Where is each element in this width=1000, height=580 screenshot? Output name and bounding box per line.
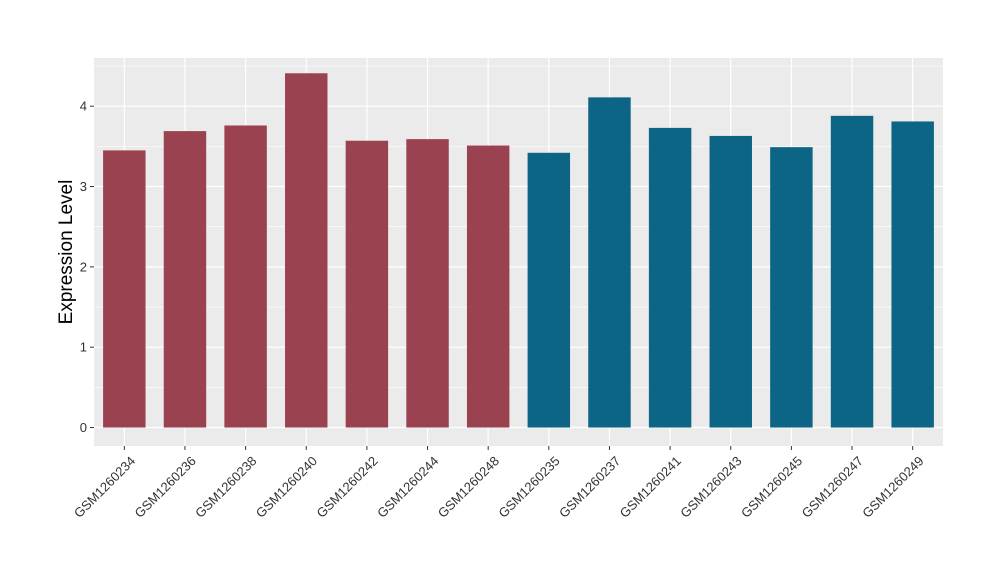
bar-GSM1260242	[345, 140, 389, 428]
bar-GSM1260249	[891, 121, 934, 428]
bar-GSM1260245	[770, 147, 813, 428]
bar-GSM1260241	[648, 127, 692, 428]
y-tick-label: 4	[80, 99, 87, 114]
x-tick-label: GSM1260236	[132, 453, 199, 520]
bar-GSM1260237	[588, 97, 631, 428]
x-tick-label: GSM1260242	[313, 453, 380, 520]
bar-GSM1260247	[830, 115, 874, 428]
plot-panel	[94, 58, 943, 446]
y-axis: 0 1 2 3 4	[80, 99, 94, 435]
x-tick-label: GSM1260234	[71, 453, 138, 520]
bar-GSM1260238	[224, 125, 267, 428]
x-tick-label: GSM1260235	[495, 453, 562, 520]
x-tick-label: GSM1260249	[859, 453, 926, 520]
x-tick-label: GSM1260237	[556, 453, 623, 520]
x-tick-label: GSM1260247	[799, 453, 866, 520]
bar-GSM1260243	[709, 135, 752, 428]
x-tick-label: GSM1260244	[374, 453, 441, 520]
bar-GSM1260244	[406, 139, 449, 428]
y-axis-title: Expression Level	[56, 180, 77, 325]
x-tick-label: GSM1260238	[192, 453, 259, 520]
bar-GSM1260248	[466, 145, 510, 428]
x-tick-label: GSM1260241	[617, 453, 684, 520]
y-tick-label: 0	[80, 420, 87, 435]
y-tick-label: 3	[80, 179, 87, 194]
bar-GSM1260235	[527, 152, 571, 428]
x-tick-label: GSM1260240	[253, 453, 320, 520]
bar-GSM1260236	[163, 131, 207, 428]
x-tick-label: GSM1260243	[677, 453, 744, 520]
x-axis: GSM1260234GSM1260236GSM1260238GSM1260240…	[71, 446, 927, 521]
y-tick-label: 1	[80, 340, 87, 355]
bar-GSM1260234	[103, 150, 146, 428]
x-tick-label: GSM1260245	[738, 453, 805, 520]
bar-GSM1260240	[285, 73, 328, 428]
y-tick-label: 2	[80, 259, 87, 274]
bars	[103, 73, 934, 428]
x-tick-label: GSM1260248	[435, 453, 502, 520]
